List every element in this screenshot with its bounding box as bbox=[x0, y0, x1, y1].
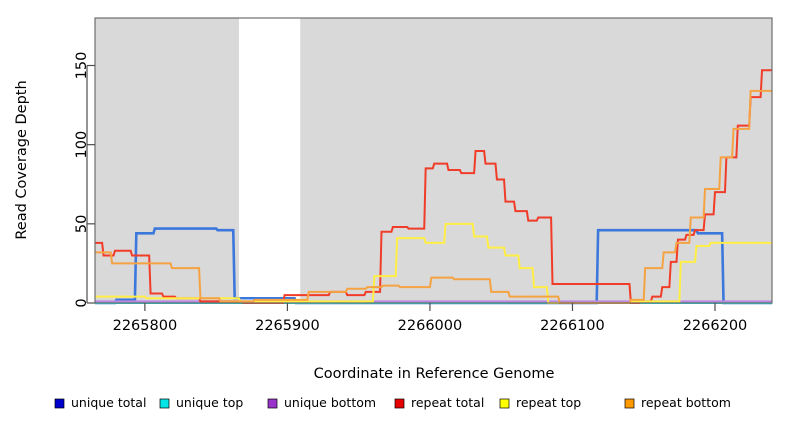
legend-label-repeat-total: repeat total bbox=[411, 395, 484, 410]
legend-label-unique-top: unique top bbox=[176, 395, 243, 410]
x-tick-label-3: 2266100 bbox=[540, 318, 605, 334]
legend-label-unique-total: unique total bbox=[71, 395, 146, 410]
legend-swatch-unique-bottom bbox=[267, 398, 278, 409]
series-repeat-bottom bbox=[95, 89, 772, 304]
plot-frame-group bbox=[94, 17, 773, 304]
x-tick-label-0: 2265800 bbox=[113, 318, 178, 334]
legend-label-repeat-bottom: repeat bottom bbox=[641, 395, 731, 410]
legend-swatch-repeat-bottom bbox=[624, 398, 635, 409]
x-tick-label-2: 2266000 bbox=[398, 318, 463, 334]
x-tick-label-1: 2265900 bbox=[255, 318, 320, 334]
y-tick-label-3: 150 bbox=[74, 52, 90, 80]
plot-frame bbox=[94, 17, 773, 304]
y-axis-title: Read Coverage Depth bbox=[14, 80, 30, 239]
x-axis-title: Coordinate in Reference Genome bbox=[314, 366, 555, 382]
legend-label-unique-bottom: unique bottom bbox=[284, 395, 376, 410]
shaded-region-0 bbox=[95, 18, 239, 303]
shaded-regions-group bbox=[95, 18, 772, 303]
y-tick-label-2: 100 bbox=[74, 131, 90, 159]
legend-swatch-repeat-top bbox=[499, 398, 510, 409]
legend-label-repeat-top: repeat top bbox=[516, 395, 581, 410]
y-tick-label-1: 50 bbox=[74, 215, 90, 233]
series-repeat-total bbox=[95, 69, 772, 304]
y-tick-label-0: 0 bbox=[74, 298, 90, 307]
shaded-region-1 bbox=[300, 18, 772, 303]
x-axis-ticks-group: 2265800 2265900 2266000 2266100 2266200 bbox=[113, 303, 748, 334]
legend-swatch-unique-top bbox=[159, 398, 170, 409]
y-axis-ticks-group: 0 50 100 150 bbox=[74, 52, 95, 308]
legend: unique total unique top unique bottom repea… bbox=[54, 395, 731, 410]
x-tick-label-4: 2266200 bbox=[683, 318, 748, 334]
legend-swatch-repeat-total bbox=[394, 398, 405, 409]
legend-swatch-unique-total bbox=[54, 398, 65, 409]
